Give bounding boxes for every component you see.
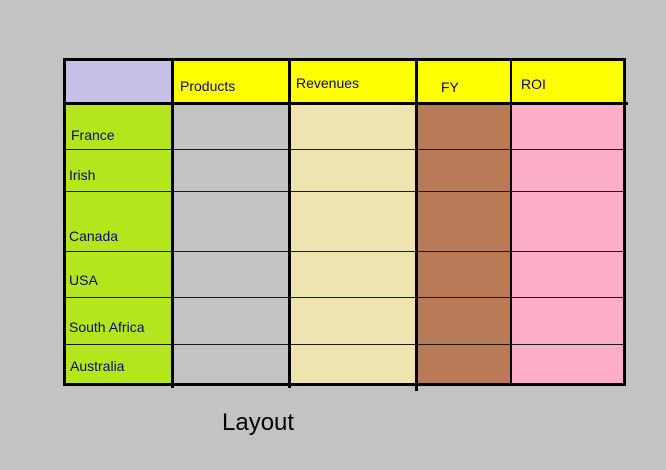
roi-column	[512, 104, 625, 384]
table-border-left	[63, 58, 66, 386]
row-label: Canada	[69, 228, 119, 244]
row-label: USA	[69, 272, 98, 288]
row-divider	[64, 149, 625, 150]
row-label-column	[64, 104, 173, 384]
products-column	[173, 104, 290, 384]
revenues-column	[290, 104, 417, 384]
fy-column	[417, 104, 512, 384]
row-divider	[64, 251, 625, 252]
column-divider	[415, 58, 418, 391]
header-fy: FY	[441, 79, 459, 95]
header-roi: ROI	[521, 76, 546, 92]
row-label: South Africa	[69, 319, 145, 335]
row-label: France	[71, 127, 115, 143]
row-divider	[64, 297, 625, 298]
table-border-top	[63, 58, 626, 61]
header-divider	[63, 102, 628, 105]
header-row	[173, 60, 625, 104]
column-divider	[171, 58, 174, 388]
diagram-caption: Layout	[222, 409, 295, 436]
header-revenues: Revenues	[296, 75, 360, 91]
table-border-right	[623, 58, 626, 386]
row-label: Irish	[69, 167, 96, 183]
column-divider	[510, 58, 512, 386]
header-products: Products	[180, 78, 236, 94]
column-divider	[288, 58, 291, 388]
row-label: Australia	[70, 358, 125, 374]
table-border-bottom	[63, 383, 626, 386]
row-divider	[64, 191, 625, 192]
row-divider	[64, 344, 625, 345]
corner-cell	[64, 60, 173, 104]
